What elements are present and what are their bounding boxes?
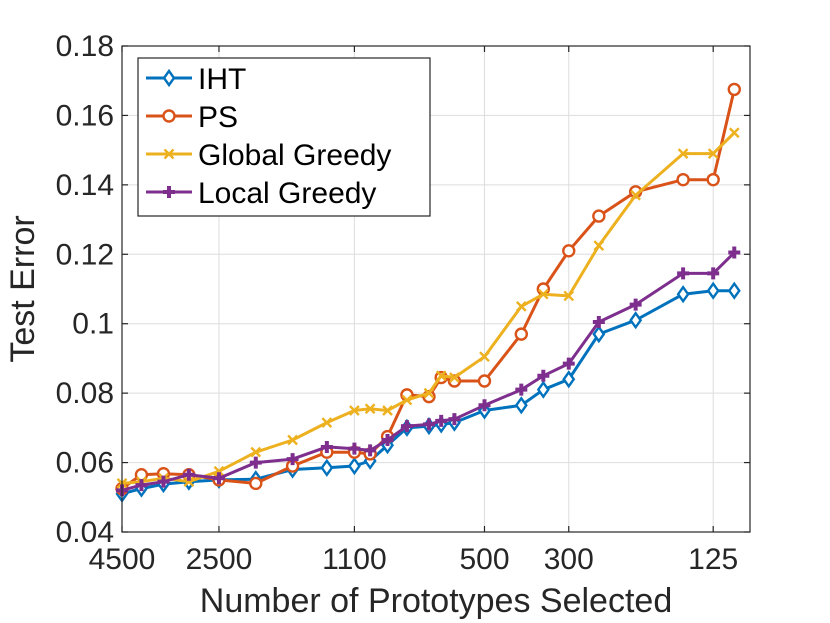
circle-marker [592, 209, 606, 223]
x-marker [707, 148, 719, 159]
plus-marker [135, 479, 148, 492]
plus-marker [478, 399, 491, 412]
x-marker [677, 148, 689, 159]
legend-label: Global Greedy [198, 139, 391, 172]
x-marker [250, 446, 262, 458]
legend-entry: Global Greedy [146, 139, 391, 172]
circle-marker [162, 109, 176, 123]
y-axis-title: Test Error [4, 215, 42, 362]
y-tick-label: 0.1 [72, 308, 114, 341]
y-tick-label: 0.16 [56, 99, 114, 132]
plus-marker [348, 442, 361, 455]
y-tick-label: 0.06 [56, 447, 114, 480]
axis-ticks: 0.04 0.06 0.08 0.1 0.12 0.14 0.16 0.18 4500 2500 1… [56, 30, 750, 576]
diamond-marker [629, 311, 643, 330]
diamond-marker [162, 68, 176, 88]
diamond-marker [562, 370, 576, 389]
plus-marker [422, 418, 435, 431]
y-tick-label: 0.14 [56, 169, 114, 202]
x-marker [382, 405, 393, 416]
series-local-greedy [116, 246, 741, 497]
x-axis-title: Number of Prototypes Selected [200, 582, 672, 620]
legend-entry: PS [146, 101, 238, 134]
y-tick-label: 0.08 [56, 377, 114, 410]
plus-marker [157, 475, 170, 488]
x-marker [401, 394, 413, 406]
diamond-marker [320, 458, 334, 477]
legend-label: IHT [198, 63, 246, 96]
plus-marker [286, 453, 299, 466]
x-marker [515, 301, 527, 312]
circle-marker [514, 327, 528, 341]
plus-marker [707, 267, 720, 280]
legend-entry: Local Greedy [146, 177, 376, 210]
plus-marker [448, 413, 461, 426]
diamond-marker [536, 380, 550, 399]
x-marker [183, 476, 195, 488]
plus-marker [592, 315, 605, 328]
x-marker [349, 405, 360, 416]
y-tick-label: 0.18 [56, 30, 114, 63]
plus-marker [400, 420, 413, 433]
circle-marker [249, 476, 263, 491]
x-tick-label: 1100 [322, 543, 387, 576]
x-marker [287, 434, 298, 446]
plus-marker [515, 383, 528, 396]
x-marker [630, 189, 641, 201]
plus-marker [320, 440, 333, 453]
x-marker [449, 372, 460, 383]
plus-marker [249, 456, 262, 469]
diamond-marker [514, 396, 528, 415]
plus-marker [629, 298, 642, 311]
diamond-marker [592, 325, 606, 344]
diamond-marker [676, 285, 690, 304]
plus-marker [182, 468, 195, 481]
plus-marker [163, 186, 175, 198]
x-marker [321, 417, 333, 428]
diamond-marker [706, 281, 720, 300]
x-marker [423, 387, 435, 399]
series-line [121, 131, 736, 485]
circle-marker [727, 82, 741, 97]
x-marker [563, 290, 575, 302]
y-tick-label: 0.12 [56, 238, 114, 271]
plus-marker [364, 444, 377, 457]
legend-box [137, 57, 431, 217]
x-tick-label: 4500 [89, 543, 156, 576]
diamond-marker [727, 281, 741, 300]
plus-marker [728, 246, 741, 259]
x-tick-label: 500 [459, 543, 509, 576]
diamond-marker [347, 456, 361, 476]
series-layer [115, 82, 741, 503]
circle-marker [562, 244, 576, 258]
x-marker [364, 403, 376, 415]
plus-marker [562, 357, 575, 370]
plus-marker [677, 267, 690, 280]
legend: IHT PS Global Greedy Local Greedy [137, 57, 431, 217]
x-marker [479, 351, 490, 363]
y-tick-label: 0.04 [56, 516, 114, 549]
plus-marker [212, 472, 225, 485]
x-marker [435, 370, 447, 382]
legend-entry: IHT [146, 63, 246, 96]
circle-marker [676, 172, 690, 187]
legend-label: Local Greedy [198, 177, 376, 210]
x-marker [213, 465, 225, 477]
x-marker [593, 240, 605, 251]
plus-marker [537, 369, 550, 382]
plus-marker [381, 434, 394, 447]
circle-marker [706, 172, 720, 187]
legend-label: PS [198, 101, 238, 134]
x-tick-label: 300 [544, 543, 594, 576]
x-tick-label: 125 [688, 543, 738, 576]
axes-box [121, 45, 751, 533]
plus-marker [435, 414, 448, 427]
circle-marker [477, 374, 492, 388]
x-tick-label: 2500 [186, 543, 253, 576]
x-marker [728, 127, 740, 139]
x-marker [163, 148, 175, 160]
x-marker [537, 288, 549, 300]
